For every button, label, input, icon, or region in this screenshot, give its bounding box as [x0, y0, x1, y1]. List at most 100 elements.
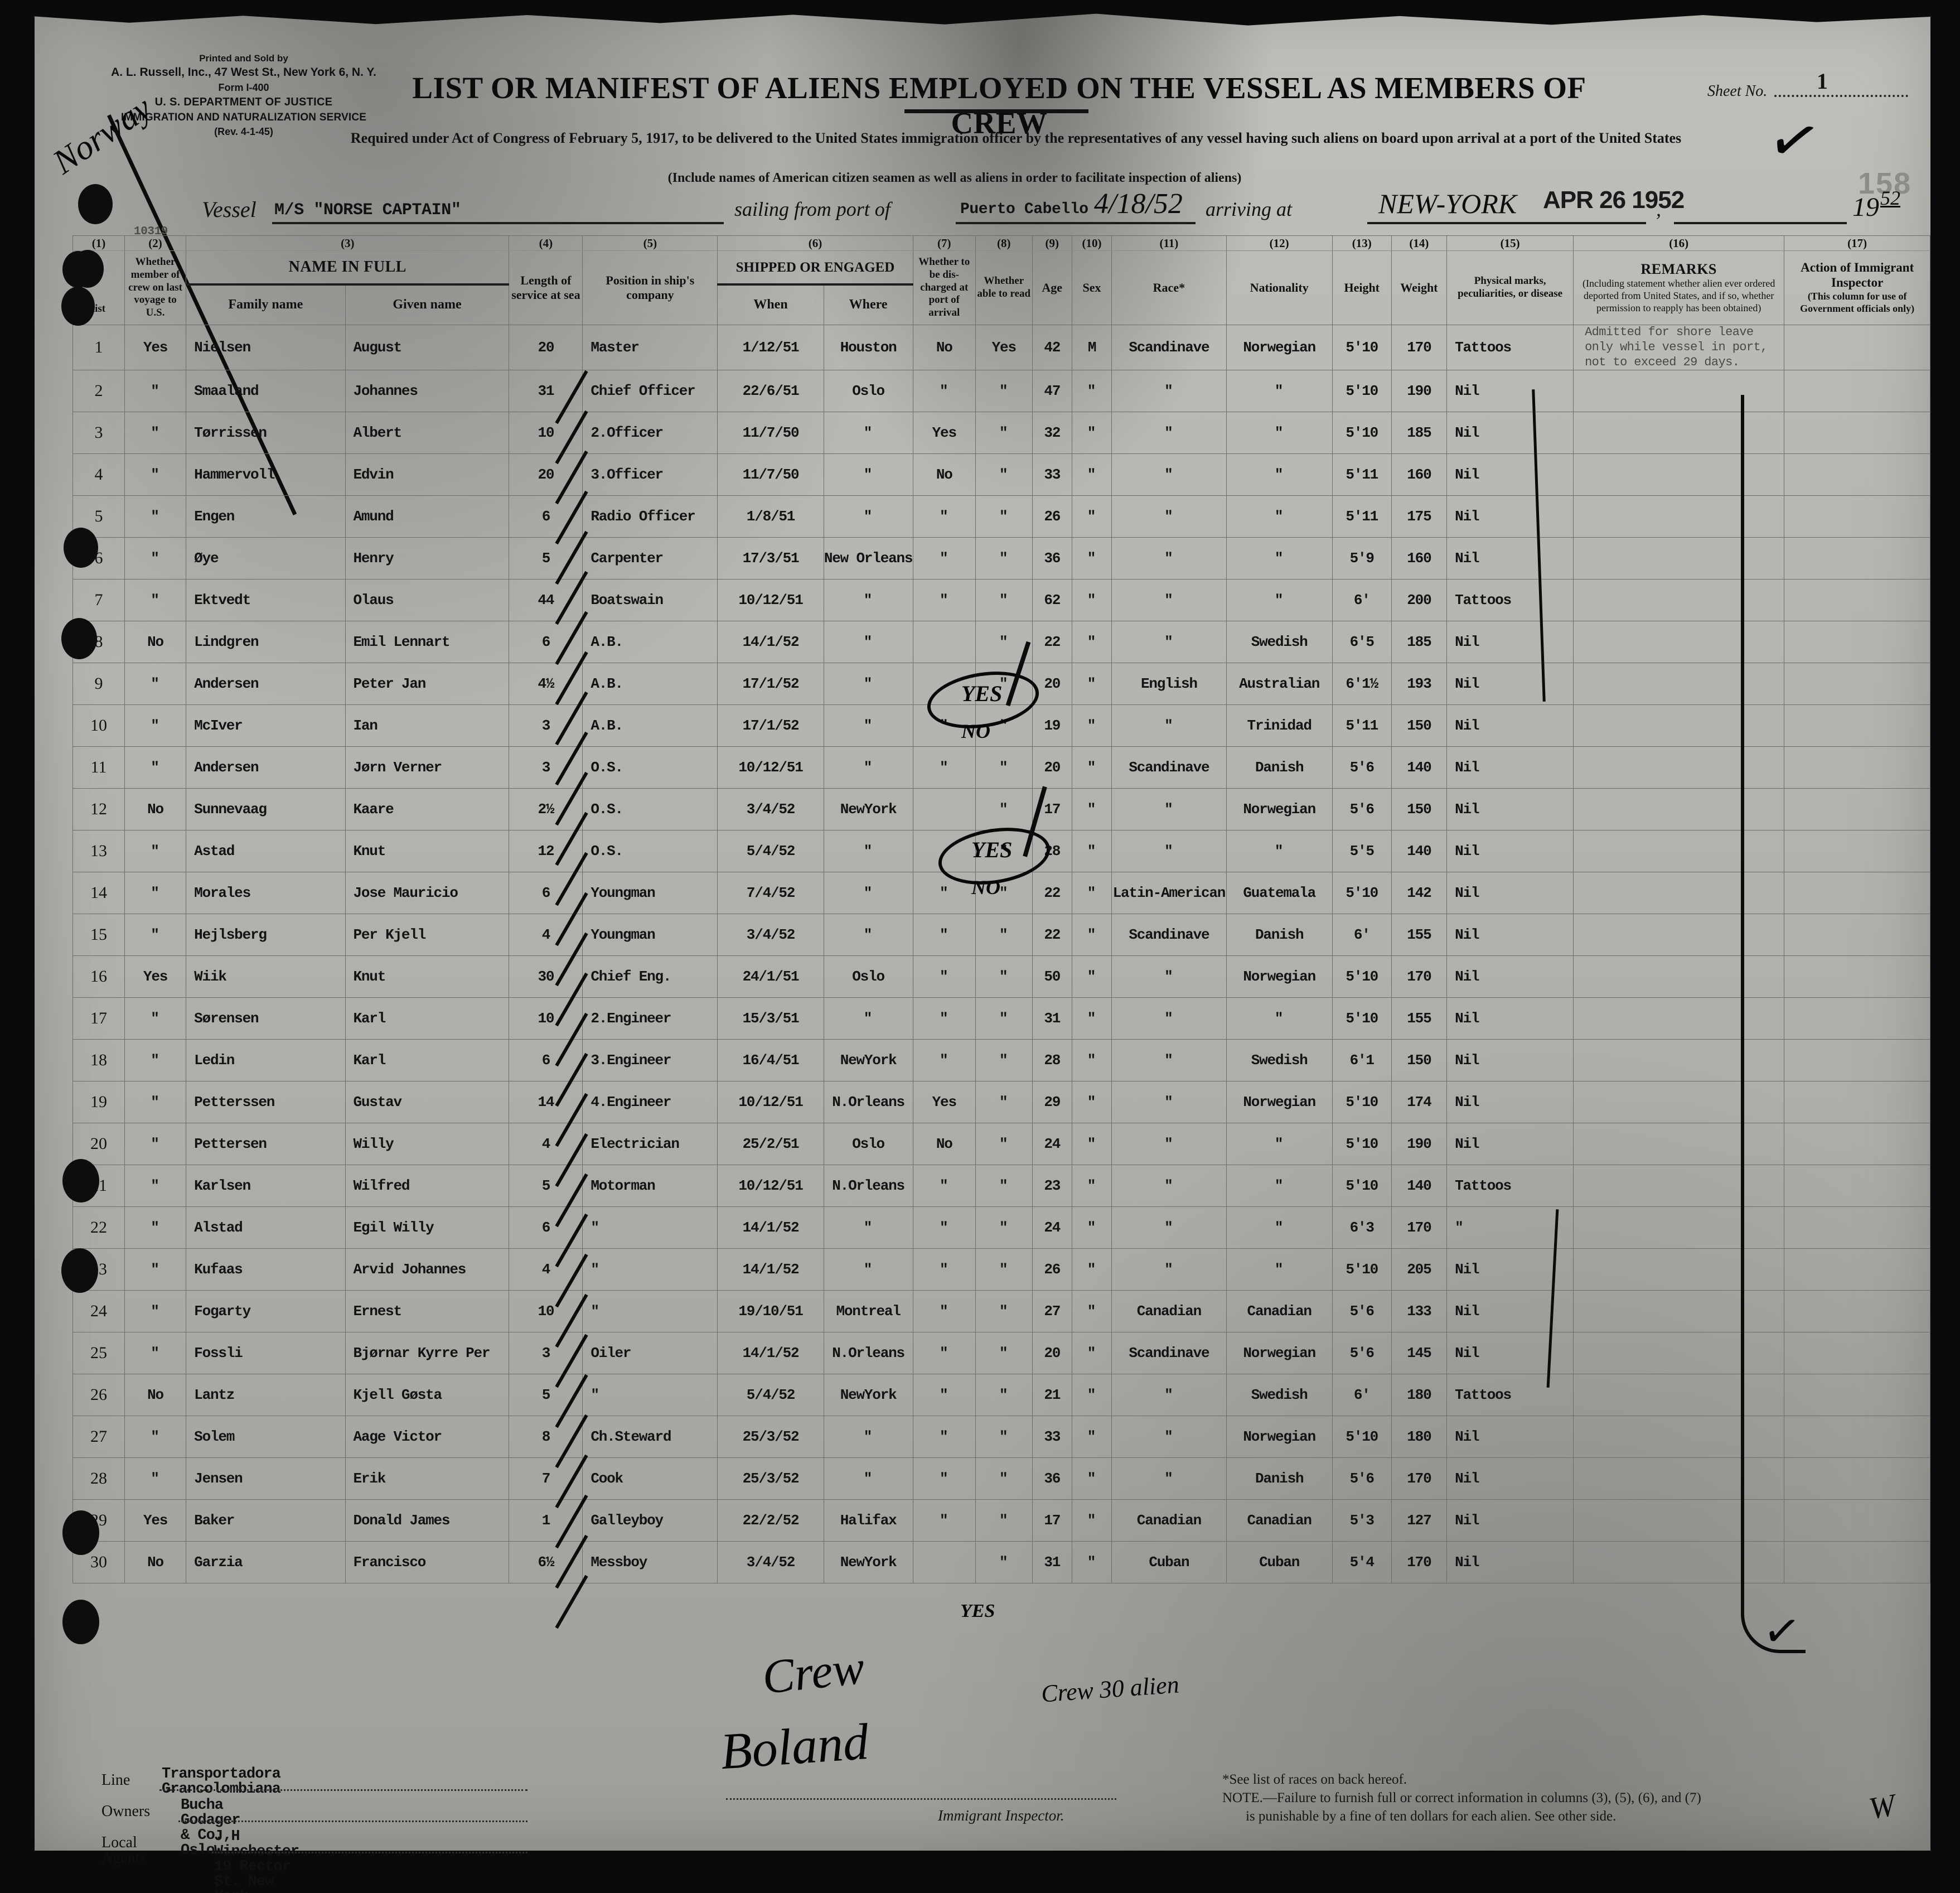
table-row: 15 " Hejlsberg Per Kjell 4 Youngman 3/4/52 " " " 2…	[72, 914, 1930, 957]
owners-rule	[178, 1820, 527, 1822]
cell-family: Fogarty	[186, 1290, 346, 1333]
cell-race: "	[1111, 537, 1227, 580]
cell-sex: M	[1071, 324, 1112, 371]
cell-read: "	[975, 704, 1033, 747]
cell-height: 5'6	[1332, 788, 1392, 831]
vessel-label: Vessel	[202, 197, 257, 222]
cell-no: 15	[72, 914, 125, 957]
cell-disch: Yes	[912, 412, 976, 455]
cell-family: Baker	[186, 1499, 346, 1542]
cell-remarks	[1573, 370, 1785, 413]
cell-nat: "	[1226, 537, 1333, 580]
cell-position: 2.Officer	[582, 412, 718, 455]
cell-sex: "	[1071, 579, 1112, 622]
cell-service: 10	[509, 412, 583, 455]
cell-sex: "	[1071, 453, 1112, 496]
cell-where: Oslo	[823, 370, 913, 413]
cell-given: August	[345, 324, 510, 371]
inspector-signature: Boland	[718, 1712, 870, 1780]
cell-nat: Norwegian	[1226, 788, 1333, 831]
cell-given: Aage Victor	[345, 1416, 510, 1459]
cell-service: 8	[509, 1416, 583, 1459]
cell-position: O.S.	[582, 746, 718, 789]
cell-sex: "	[1071, 955, 1112, 998]
cell-age: 32	[1032, 412, 1072, 455]
cell-where: N.Orleans	[823, 1165, 913, 1208]
table-row: 6 " Øye Henry 5 Carpenter 17/3/51 New Orleans " "…	[72, 537, 1930, 580]
cell-given: Knut	[345, 955, 510, 998]
cell-weight: 200	[1391, 579, 1448, 622]
cell-disch: No	[912, 1123, 976, 1166]
col-header-physical-marks: Physical marks, peculiarities, or diseas…	[1446, 250, 1574, 325]
table-row: 20 " Pettersen Willy 4 Electrician 25/2/51 Oslo…	[72, 1123, 1930, 1166]
sailing-port-rule	[956, 222, 1196, 224]
cell-age: 26	[1032, 1248, 1072, 1291]
cell-read: "	[975, 914, 1033, 957]
cell-position: 3.Officer	[582, 453, 718, 496]
cell-height: 6'1	[1332, 1039, 1392, 1082]
cell-remarks	[1573, 663, 1785, 706]
cell-disch: "	[912, 746, 976, 789]
cell-given: Amund	[345, 495, 510, 538]
col-num-7: (7)	[912, 235, 976, 251]
cell-crew: "	[124, 1248, 187, 1291]
cell-disch	[912, 621, 976, 664]
cell-remarks	[1573, 1206, 1785, 1249]
col-num-9: (9)	[1032, 235, 1072, 251]
col-num-13: (13)	[1332, 235, 1392, 251]
cell-given: Per Kjell	[345, 914, 510, 957]
cell-service: 1	[509, 1499, 583, 1542]
sailing-port-value: Puerto Cabello	[960, 201, 1088, 218]
col-header-crew-last-voyage: Whether member of crew on last voyage to…	[124, 250, 187, 325]
cell-given: Johannes	[345, 370, 510, 413]
table-row: 28 " Jensen Erik 7 Cook 25/3/52 " " " 36 " " Danish 5'…	[72, 1457, 1930, 1500]
cell-read: "	[975, 370, 1033, 413]
cell-height: 5'10	[1332, 1123, 1392, 1166]
torn-edge-decoration	[35, 10, 1930, 26]
cell-sex: "	[1071, 1541, 1112, 1584]
cell-when: 5/4/52	[717, 830, 824, 873]
cell-where: "	[823, 1206, 913, 1249]
cell-marks: Nil	[1446, 495, 1574, 538]
cell-where: N.Orleans	[823, 1332, 913, 1375]
cell-when: 17/3/51	[717, 537, 824, 580]
cell-no: 12	[72, 788, 125, 831]
cell-height: 5'11	[1332, 495, 1392, 538]
cell-crew: "	[124, 1206, 187, 1249]
cell-age: 19	[1032, 704, 1072, 747]
cell-race: "	[1111, 830, 1227, 873]
cell-age: 50	[1032, 955, 1072, 998]
cell-inspector-action	[1784, 495, 1930, 538]
cell-position: "	[582, 1248, 718, 1291]
cell-where: N.Orleans	[823, 1081, 913, 1124]
table-row: 16 Yes Wiik Knut 30 Chief Eng. 24/1/51 Oslo " " 50…	[72, 955, 1930, 998]
cell-marks: Nil	[1446, 1416, 1574, 1459]
cell-service: 6	[509, 1039, 583, 1082]
sheet-no-underline	[1774, 95, 1908, 97]
table-row: 22 " Alstad Egil Willy 6 " 14/1/52 " " " 24 " " " 6'3 1…	[72, 1206, 1930, 1249]
cell-marks: Nil	[1446, 1081, 1574, 1124]
cell-family: Alstad	[186, 1206, 346, 1249]
cell-when: 5/4/52	[717, 1374, 824, 1417]
cell-sex: "	[1071, 872, 1112, 915]
cell-crew: Yes	[124, 1499, 187, 1542]
cell-crew: "	[124, 1457, 187, 1500]
cell-where: "	[823, 621, 913, 664]
cell-age: 17	[1032, 1499, 1072, 1542]
year-prefix: 19	[1852, 192, 1879, 222]
cell-nat: "	[1226, 1206, 1333, 1249]
cell-service: 31	[509, 370, 583, 413]
cell-weight: 145	[1391, 1332, 1448, 1375]
cell-marks: Nil	[1446, 1332, 1574, 1375]
cell-when: 10/12/51	[717, 746, 824, 789]
cell-race: "	[1111, 621, 1227, 664]
cell-inspector-action	[1784, 1457, 1930, 1500]
cell-age: 42	[1032, 324, 1072, 371]
line-rule	[159, 1789, 527, 1791]
cell-read: "	[975, 1416, 1033, 1459]
cell-when: 17/1/52	[717, 704, 824, 747]
cell-height: 5'10	[1332, 1165, 1392, 1208]
cell-when: 25/2/51	[717, 1123, 824, 1166]
cell-crew: "	[124, 1123, 187, 1166]
cell-sex: "	[1071, 412, 1112, 455]
